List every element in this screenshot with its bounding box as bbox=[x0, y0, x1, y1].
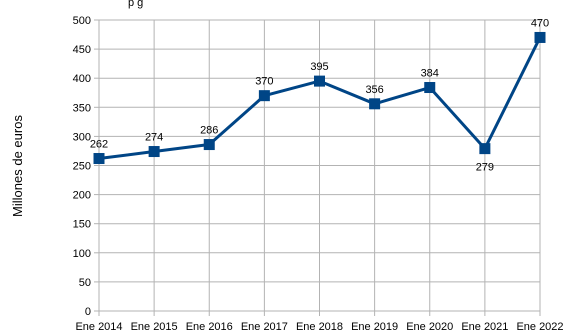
data-point-marker bbox=[369, 98, 381, 110]
y-tick-label: 300 bbox=[73, 131, 91, 143]
y-tick-label: 200 bbox=[73, 190, 91, 202]
data-labels: 262 274 286 370 395 356 384 279 470 bbox=[90, 17, 549, 173]
data-label: 370 bbox=[255, 76, 273, 88]
y-tick-label: 250 bbox=[73, 161, 91, 173]
data-label: 274 bbox=[145, 132, 163, 144]
x-tick-label: Ene 2019 bbox=[351, 321, 398, 332]
y-axis-label: Millones de euros bbox=[10, 115, 25, 217]
x-tick-label: Ene 2017 bbox=[241, 321, 288, 332]
data-label: 384 bbox=[421, 68, 439, 80]
y-tick-label: 400 bbox=[73, 73, 91, 85]
data-label: 286 bbox=[200, 125, 218, 137]
top-text-fragment: p g bbox=[128, 0, 143, 9]
data-point-marker bbox=[534, 31, 546, 43]
y-tick-labels: 0 50 100 150 200 250 300 350 400 450 500 bbox=[73, 15, 91, 318]
data-label: 356 bbox=[365, 84, 383, 96]
data-point-marker bbox=[148, 146, 160, 158]
x-tick-label: Ene 2022 bbox=[516, 321, 563, 332]
y-tick-label: 450 bbox=[73, 44, 91, 56]
y-tick-label: 0 bbox=[85, 306, 91, 318]
x-tick-label: Ene 2016 bbox=[186, 321, 233, 332]
y-tick-label: 50 bbox=[79, 277, 91, 289]
data-point-marker bbox=[314, 75, 325, 87]
axes bbox=[94, 19, 541, 316]
y-tick-label: 350 bbox=[73, 102, 91, 114]
y-tick-label: 100 bbox=[73, 248, 91, 260]
y-tick-label: 150 bbox=[73, 219, 91, 231]
data-point-marker bbox=[93, 153, 105, 165]
data-point-marker bbox=[258, 90, 270, 102]
data-label: 470 bbox=[531, 17, 549, 29]
x-tick-label: Ene 2014 bbox=[75, 321, 122, 332]
series-line bbox=[93, 31, 546, 165]
x-tick-label: Ene 2020 bbox=[406, 321, 453, 332]
data-label: 262 bbox=[90, 139, 108, 151]
data-label: 395 bbox=[310, 61, 328, 73]
data-point-marker bbox=[203, 139, 215, 151]
x-tick-label: Ene 2015 bbox=[131, 321, 178, 332]
data-point-marker bbox=[424, 82, 436, 94]
x-tick-label: Ene 2018 bbox=[296, 321, 343, 332]
data-point-marker bbox=[479, 143, 491, 155]
y-tick-label: 500 bbox=[73, 15, 91, 27]
data-label: 279 bbox=[476, 162, 494, 174]
x-tick-label: Ene 2021 bbox=[461, 321, 508, 332]
x-tick-labels: Ene 2014 Ene 2015 Ene 2016 Ene 2017 Ene 2018… bbox=[75, 321, 563, 332]
